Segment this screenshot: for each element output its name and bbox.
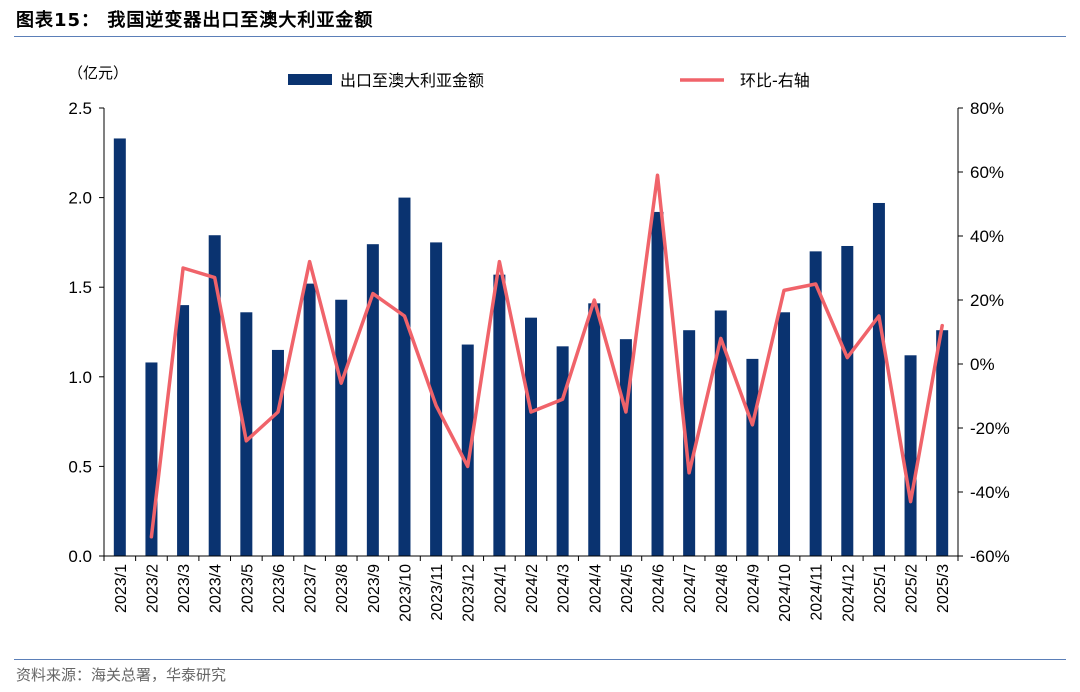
bar [714, 310, 727, 556]
right-axis-tick-label: 80% [970, 99, 1004, 118]
bar [398, 197, 411, 556]
bar [936, 330, 949, 556]
bar [113, 138, 126, 557]
x-axis-tick-label: 2023/2 [144, 564, 161, 613]
right-axis-tick-label: 20% [970, 291, 1004, 310]
bar [461, 344, 474, 556]
x-axis-tick-label: 2024/10 [777, 564, 794, 622]
bar [872, 202, 885, 556]
x-axis-tick-label: 2025/2 [904, 564, 921, 613]
left-axis-tick-label: 0.0 [68, 547, 92, 566]
bar [904, 355, 917, 556]
x-axis-tick-label: 2024/9 [745, 564, 762, 613]
right-axis-tick-label: 40% [970, 227, 1004, 246]
x-axis-tick-label: 2024/3 [556, 564, 573, 613]
bar [778, 312, 791, 556]
x-axis-tick-label: 2023/3 [176, 564, 193, 613]
left-axis-tick-label: 1.5 [68, 278, 92, 297]
left-axis-tick-label: 2.0 [68, 189, 92, 208]
bar [683, 330, 696, 556]
bar [177, 305, 190, 556]
x-axis-tick-label: 2024/5 [619, 564, 636, 613]
bar [556, 346, 569, 556]
bar [366, 244, 379, 556]
bar [208, 235, 221, 556]
x-axis-tick-label: 2024/11 [809, 564, 826, 621]
bar [271, 349, 284, 556]
chart: 0.0 0.5 1.0 1.5 2.0 2.5 -60% -40% -20% 0% 20% 40% 60… [68, 64, 1010, 622]
x-axis-tick-label: 2023/9 [366, 564, 383, 613]
bar [651, 211, 664, 556]
x-axis-tick-label: 2024/2 [524, 564, 541, 613]
mom-line [149, 173, 944, 539]
x-axis-tick-label: 2023/4 [208, 564, 225, 613]
x-axis-tick-label: 2023/10 [397, 564, 414, 622]
left-axis-unit: （亿元） [68, 64, 128, 82]
bar [430, 242, 443, 556]
x-axis-tick-label: 2023/8 [334, 564, 351, 613]
bar [588, 303, 601, 556]
x-axis-tick-label: 2023/11 [429, 564, 446, 621]
bar [493, 274, 506, 556]
x-axis-tick-label: 2025/1 [872, 564, 889, 613]
bar [746, 358, 759, 556]
x-axis-tick-label: 2024/8 [714, 564, 731, 613]
bar [335, 299, 348, 556]
bar [303, 283, 316, 556]
x-axis-tick-label: 2024/7 [682, 564, 699, 613]
right-axis-tick-label: 0% [970, 355, 995, 374]
right-axis-tick-label: -60% [970, 547, 1010, 566]
right-axis-tick-label: 60% [970, 163, 1004, 182]
legend-label-line: 环比-右轴 [740, 71, 810, 90]
left-axis-tick-label: 2.5 [68, 99, 92, 118]
bar [525, 317, 537, 556]
x-axis-tick-label: 2024/6 [651, 564, 668, 613]
x-axis-tick-label: 2023/7 [303, 564, 320, 613]
legend-swatch-bars [288, 74, 332, 85]
x-axis-tick-label: 2023/12 [461, 564, 478, 622]
x-axis-tick-label: 2024/12 [840, 564, 857, 622]
figure-title: 图表15： 我国逆变器出口至澳大利亚金额 [16, 10, 374, 31]
x-axis-tick-label: 2023/6 [271, 564, 288, 613]
x-axis-tick-label: 2024/1 [492, 564, 509, 613]
source-divider [14, 659, 1066, 660]
source-note: 资料来源：海关总署，华泰研究 [16, 666, 227, 684]
bar [841, 245, 854, 556]
left-axis-tick-label: 0.5 [68, 457, 92, 476]
legend-label-bars: 出口至澳大利亚金额 [340, 71, 484, 90]
left-axis-tick-label: 1.0 [68, 368, 92, 387]
x-axis-tick-label: 2024/4 [587, 564, 604, 613]
right-axis-tick-label: -20% [970, 419, 1010, 438]
x-axis-tick-label: 2025/3 [935, 564, 952, 613]
x-axis-tick-label: 2023/5 [239, 564, 256, 613]
title-divider [14, 36, 1066, 37]
bar [809, 251, 822, 557]
right-axis-tick-label: -40% [970, 483, 1010, 502]
x-axis-tick-label: 2023/1 [113, 564, 130, 613]
